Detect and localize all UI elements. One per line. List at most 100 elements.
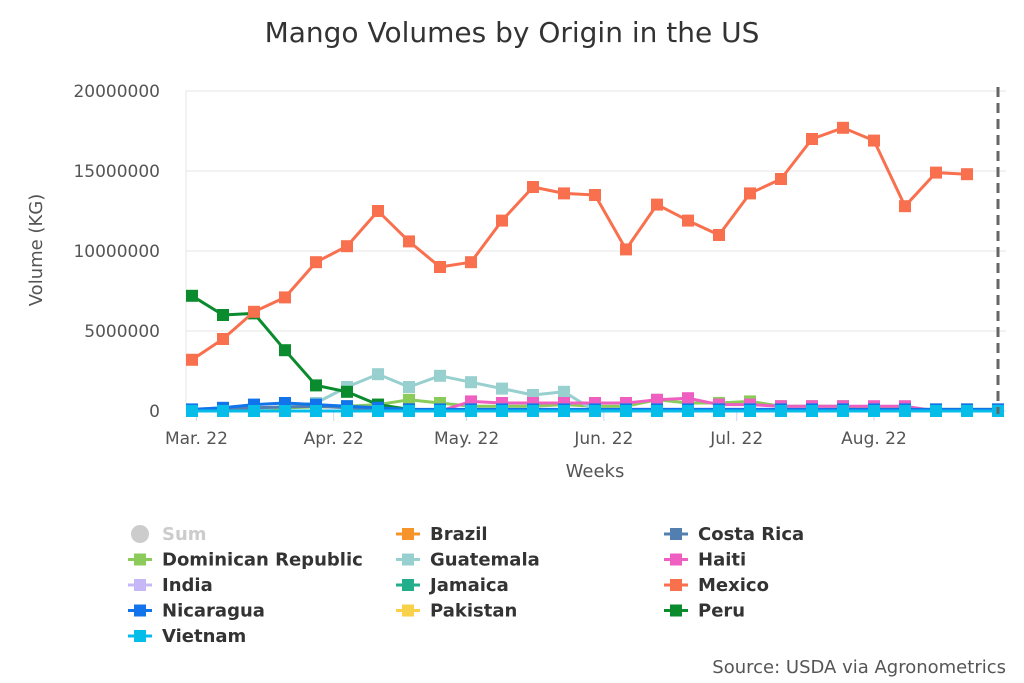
data-point[interactable] <box>713 405 725 417</box>
data-point[interactable] <box>713 229 725 241</box>
data-point[interactable] <box>403 381 415 393</box>
data-point[interactable] <box>434 405 446 417</box>
series-vietnam <box>186 405 1004 417</box>
x-tick-label: Apr. 22 <box>304 429 364 449</box>
data-point[interactable] <box>651 198 663 211</box>
data-point[interactable] <box>930 166 942 179</box>
legend-item-nicaragua[interactable]: Nicaragua <box>128 601 265 622</box>
data-point[interactable] <box>279 405 291 417</box>
y-tick-label: 20000000 <box>73 82 160 102</box>
data-point[interactable] <box>186 353 198 366</box>
data-point[interactable] <box>465 405 477 417</box>
data-point[interactable] <box>310 405 322 417</box>
legend-item-brazil[interactable]: Brazil <box>396 524 488 545</box>
data-point[interactable] <box>899 200 911 213</box>
legend-label: Costa Rica <box>698 524 804 545</box>
data-point[interactable] <box>310 256 322 269</box>
data-point[interactable] <box>372 368 384 381</box>
data-point[interactable] <box>248 305 260 318</box>
legend-item-costa-rica[interactable]: Costa Rica <box>664 524 804 545</box>
data-point[interactable] <box>217 405 229 417</box>
data-point[interactable] <box>217 309 229 321</box>
data-point[interactable] <box>744 405 756 417</box>
legend-label: Haiti <box>698 550 746 571</box>
x-tick-label: Aug. 22 <box>841 429 907 449</box>
data-point[interactable] <box>589 189 601 201</box>
legend-item-jamaica[interactable]: Jamaica <box>396 575 509 596</box>
data-point[interactable] <box>620 243 632 256</box>
data-point[interactable] <box>837 405 849 417</box>
legend-label: Jamaica <box>428 575 509 596</box>
data-point[interactable] <box>589 405 601 417</box>
data-point[interactable] <box>837 121 849 134</box>
data-point[interactable] <box>403 405 415 417</box>
legend-item-sum[interactable]: Sum <box>131 524 207 545</box>
data-point[interactable] <box>372 405 384 417</box>
data-point[interactable] <box>248 405 260 417</box>
data-point[interactable] <box>403 235 415 248</box>
data-point[interactable] <box>186 405 198 417</box>
chart-title: Mango Volumes by Origin in the US <box>265 16 760 49</box>
data-point[interactable] <box>527 181 539 193</box>
data-point[interactable] <box>558 385 570 398</box>
legend-symbol <box>134 579 146 591</box>
legend-item-mexico[interactable]: Mexico <box>664 575 769 596</box>
data-point[interactable] <box>682 405 694 417</box>
data-point[interactable] <box>651 393 663 406</box>
legend-item-guatemala[interactable]: Guatemala <box>396 550 540 571</box>
data-point[interactable] <box>682 392 694 405</box>
data-point[interactable] <box>372 205 384 217</box>
data-point[interactable] <box>434 369 446 382</box>
data-point[interactable] <box>899 405 911 417</box>
data-point[interactable] <box>496 405 508 417</box>
legend-label: Dominican Republic <box>162 550 363 571</box>
data-point[interactable] <box>961 168 973 181</box>
legend-item-haiti[interactable]: Haiti <box>664 550 746 571</box>
data-point[interactable] <box>930 405 942 417</box>
data-point[interactable] <box>434 261 446 273</box>
legend: Sum Brazil Costa Rica Dominican Republic Gua… <box>128 524 804 647</box>
data-point[interactable] <box>527 405 539 417</box>
data-point[interactable] <box>775 405 787 417</box>
x-tick-label: Jun. 22 <box>573 429 633 449</box>
data-point[interactable] <box>310 379 322 392</box>
data-point[interactable] <box>403 393 415 406</box>
data-point[interactable] <box>341 385 353 398</box>
data-point[interactable] <box>496 382 508 395</box>
data-point[interactable] <box>341 240 353 253</box>
data-point[interactable] <box>806 405 818 417</box>
legend-symbol <box>670 528 682 540</box>
data-point[interactable] <box>279 291 291 304</box>
legend-label: Peru <box>698 601 745 622</box>
data-point[interactable] <box>961 405 973 417</box>
data-point[interactable] <box>744 187 756 200</box>
legend-symbol <box>131 525 149 543</box>
y-tick-label: 0 <box>149 402 160 422</box>
data-point[interactable] <box>682 214 694 227</box>
legend-item-dominican-republic[interactable]: Dominican Republic <box>128 550 363 571</box>
data-point[interactable] <box>868 134 880 147</box>
legend-symbol <box>670 604 682 617</box>
legend-item-pakistan[interactable]: Pakistan <box>396 601 517 622</box>
y-axis-title: Volume (KG) <box>26 194 47 306</box>
legend-symbol <box>402 604 414 617</box>
data-point[interactable] <box>868 405 880 417</box>
data-point[interactable] <box>341 405 353 417</box>
data-point[interactable] <box>465 256 477 269</box>
legend-label: India <box>162 575 213 596</box>
data-point[interactable] <box>620 405 632 417</box>
legend-item-vietnam[interactable]: Vietnam <box>128 626 246 647</box>
data-point[interactable] <box>279 344 291 357</box>
data-point[interactable] <box>465 376 477 389</box>
legend-item-peru[interactable]: Peru <box>664 601 745 622</box>
data-point[interactable] <box>186 289 198 302</box>
data-point[interactable] <box>558 187 570 200</box>
legend-item-india[interactable]: India <box>128 575 213 596</box>
data-point[interactable] <box>558 405 570 417</box>
data-point[interactable] <box>217 333 229 345</box>
data-point[interactable] <box>806 133 818 145</box>
data-point[interactable] <box>496 214 508 227</box>
data-point[interactable] <box>651 405 663 417</box>
data-point[interactable] <box>775 173 787 185</box>
legend-symbol <box>134 630 146 642</box>
